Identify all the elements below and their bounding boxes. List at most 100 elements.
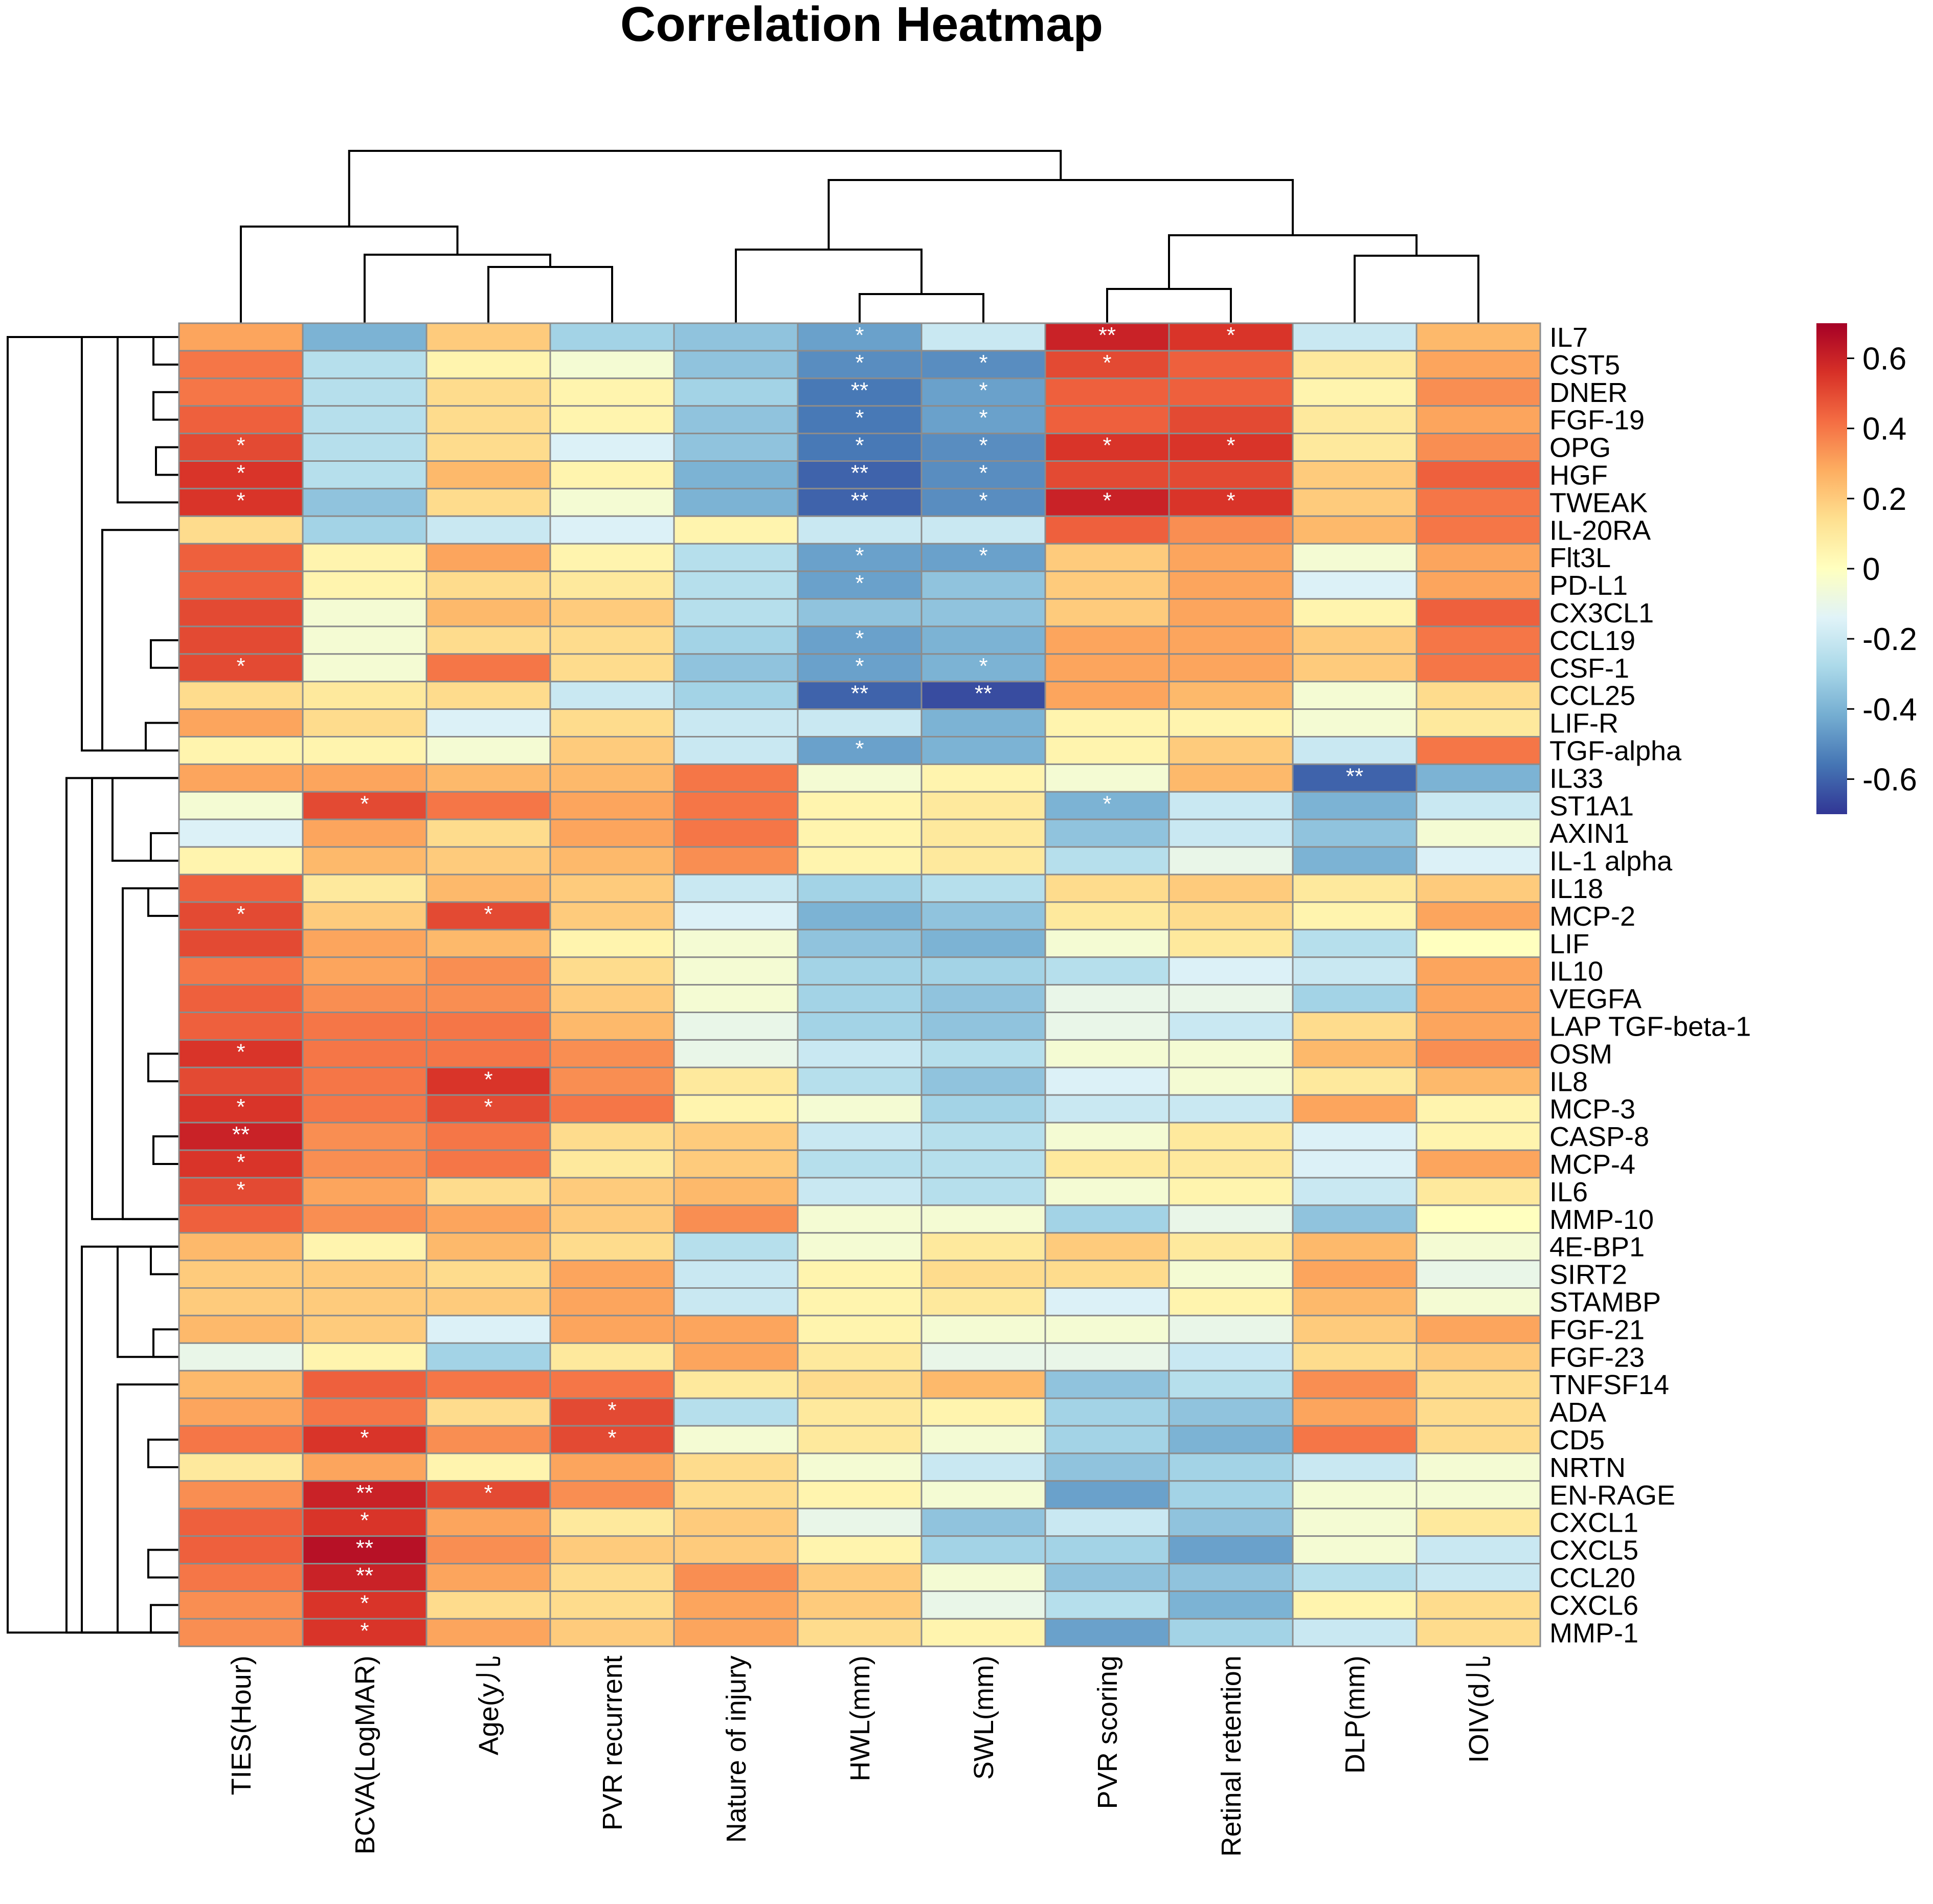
heatmap-cell [1415,956,1541,986]
heatmap-cell [1415,846,1541,876]
heatmap-cell [1168,763,1294,793]
row-label-cst5: CST5 [1549,350,1620,380]
heatmap-cell [673,846,799,876]
heatmap-cell [549,653,675,683]
heatmap-cell [1415,1480,1541,1510]
heatmap-cell [302,598,428,628]
heatmap-cell [425,598,551,628]
heatmap-cell [549,625,675,655]
heatmap-cell [302,1012,428,1041]
dendrogram-branch [240,226,459,323]
heatmap-cell [549,1563,675,1592]
heatmap-cell [1044,1039,1170,1068]
heatmap-cell [178,625,304,655]
heatmap-cell [1415,1177,1541,1206]
heatmap-cell [1044,681,1170,710]
heatmap-cell [920,543,1046,572]
heatmap-cell [1292,736,1418,765]
heatmap-cell [797,1039,923,1068]
heatmap-cell [549,460,675,489]
heatmap-cell [302,1314,428,1344]
heatmap-cell [1168,873,1294,903]
heatmap-cell [1292,956,1418,986]
heatmap-cell [302,681,428,710]
heatmap-cell [425,846,551,876]
heatmap-cell [1415,322,1541,352]
heatmap-cell [920,1425,1046,1454]
heatmap-cell [425,1122,551,1151]
heatmap-cell [178,681,304,710]
heatmap-cell [178,405,304,435]
significance-marker: * [484,1481,492,1506]
heatmap-cell [797,487,923,517]
significance-marker: * [855,543,864,568]
heatmap-cell [920,708,1046,737]
dendrogram-branch [91,777,179,1220]
heatmap-cell [1415,818,1541,848]
heatmap-cell [1292,1287,1418,1316]
heatmap-cell [1044,1177,1170,1206]
heatmap-cell [1415,377,1541,407]
heatmap-cell [920,1618,1046,1647]
heatmap-cell [920,1397,1046,1427]
heatmap-cell [549,1094,675,1124]
heatmap-cell [797,1618,923,1647]
heatmap-cell [178,1480,304,1510]
significance-marker: * [1226,488,1235,513]
heatmap-cell [920,1012,1046,1041]
heatmap-cell [1415,1039,1541,1068]
heatmap-cell [1044,405,1170,435]
significance-marker: * [608,1398,616,1423]
significance-marker: * [979,488,987,513]
heatmap-cell [1168,929,1294,958]
column-label-bcva-logmar: BCVA(LogMAR) [350,1655,380,1854]
heatmap-cell [178,515,304,545]
heatmap-cell [425,873,551,903]
heatmap-cell [549,1177,675,1206]
heatmap-cell [1044,846,1170,876]
column-label-nature-of-injury: Nature of injury [721,1655,752,1843]
column-labels: TIES(Hour) BCVA(LogMAR) Age(y⼉ PVR recurren… [226,1655,1494,1856]
significance-marker: ** [851,461,868,486]
heatmap-cell [1292,570,1418,600]
heatmap-cells [178,322,1541,1647]
heatmap-cell [673,1618,799,1647]
heatmap-cell [1415,1397,1541,1427]
heatmap-cell [1044,1122,1170,1151]
heatmap-cell [920,1094,1046,1124]
heatmap-cell [549,873,675,903]
heatmap-cell [797,1204,923,1234]
heatmap-cell [920,1314,1046,1344]
row-label-cd5: CD5 [1549,1425,1605,1455]
significance-marker: * [1103,791,1111,816]
row-label-il10: IL10 [1549,956,1603,987]
heatmap-cell [797,984,923,1013]
heatmap-cell [797,1122,923,1151]
heatmap-cell [549,322,675,352]
heatmap-cell [673,1094,799,1124]
heatmap-cell [1415,350,1541,379]
heatmap-cell [1044,1618,1170,1647]
heatmap-cell [1168,1149,1294,1179]
heatmap-cell [920,1039,1046,1068]
heatmap-cell [425,405,551,435]
heatmap-cell [673,1177,799,1206]
column-label-retinal-retention: Retinal retention [1216,1655,1247,1856]
color-legend-bar [1816,323,1847,814]
significance-marker: * [360,1425,369,1450]
heatmap-cell [302,1342,428,1372]
heatmap-cell [302,846,428,876]
heatmap-cell [1415,1314,1541,1344]
row-label-lif: LIF [1549,929,1589,959]
heatmap-cell [920,736,1046,765]
heatmap-cell [797,1425,923,1454]
legend-tick-label: 0.4 [1862,412,1906,447]
heatmap-cell [1415,736,1541,765]
heatmap-cell [920,818,1046,848]
heatmap-cell [1292,1177,1418,1206]
heatmap-cell [920,901,1046,931]
significance-marker: ** [851,378,868,403]
heatmap-cell [549,846,675,876]
heatmap-cell [302,350,428,379]
heatmap-cell [1168,433,1294,462]
